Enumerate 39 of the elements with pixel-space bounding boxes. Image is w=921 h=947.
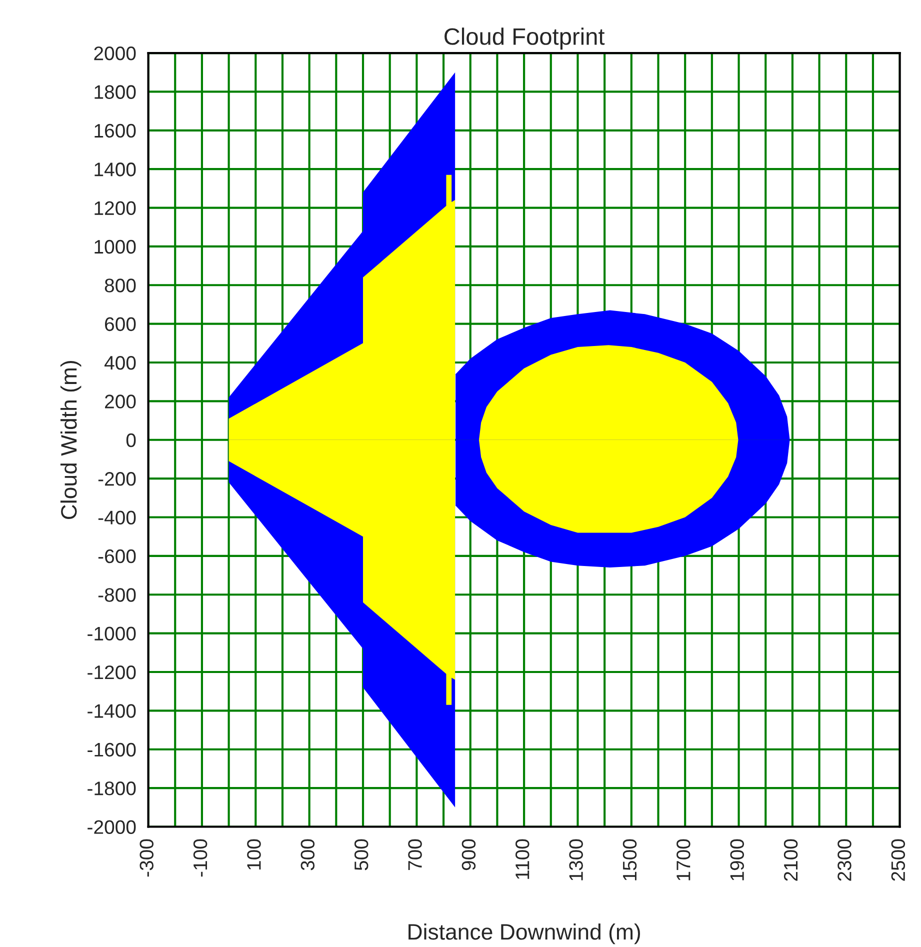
x-tick-label: 300 (300, 839, 315, 870)
y-tick-label: -2000 (88, 820, 136, 834)
y-tick-label: 1000 (94, 240, 136, 254)
y-tick-label: -400 (98, 510, 136, 524)
y-tick-label: 1800 (94, 85, 136, 99)
x-tick-label: 1300 (569, 839, 583, 880)
y-tick-label: -1800 (88, 782, 136, 796)
chart-title: Cloud Footprint (444, 28, 605, 50)
y-tick-label: -1200 (88, 665, 136, 680)
x-tick-label: 1900 (730, 839, 744, 880)
y-tick-label: 1200 (94, 201, 136, 216)
x-tick-label: 1500 (622, 839, 637, 880)
y-axis-title: Cloud Width (m) (60, 360, 82, 520)
y-tick-label: 2000 (94, 46, 136, 60)
y-tick-label: -1000 (88, 626, 136, 641)
y-tick-label: 0 (126, 433, 136, 448)
y-tick-label: -200 (98, 472, 136, 486)
y-tick-label: 600 (105, 317, 136, 332)
y-tick-label: 1600 (94, 124, 136, 138)
x-axis-title: Distance Downwind (m) (408, 923, 640, 944)
y-tick-label: -1400 (88, 704, 136, 718)
x-tick-label: -100 (193, 839, 208, 877)
x-tick-label: 500 (354, 839, 368, 870)
x-tick-label: 900 (462, 839, 476, 870)
y-tick-label: 1400 (94, 162, 136, 176)
x-tick-label: 2300 (838, 839, 852, 881)
x-tick-label: 2100 (784, 839, 798, 881)
x-tick-label: 2500 (891, 839, 906, 881)
y-tick-label: -800 (98, 588, 136, 602)
x-tick-label: 100 (247, 839, 261, 870)
x-tick-label: -300 (140, 839, 154, 877)
x-tick-label: 1700 (676, 839, 690, 880)
y-tick-label: 800 (104, 278, 136, 292)
x-tick-label: 1100 (516, 839, 530, 879)
y-tick-label: 400 (104, 356, 136, 370)
x-tick-label: 700 (408, 839, 422, 870)
y-tick-label: -1600 (88, 742, 136, 757)
y-tick-label: 200 (105, 394, 136, 408)
y-tick-label: -600 (98, 549, 136, 564)
